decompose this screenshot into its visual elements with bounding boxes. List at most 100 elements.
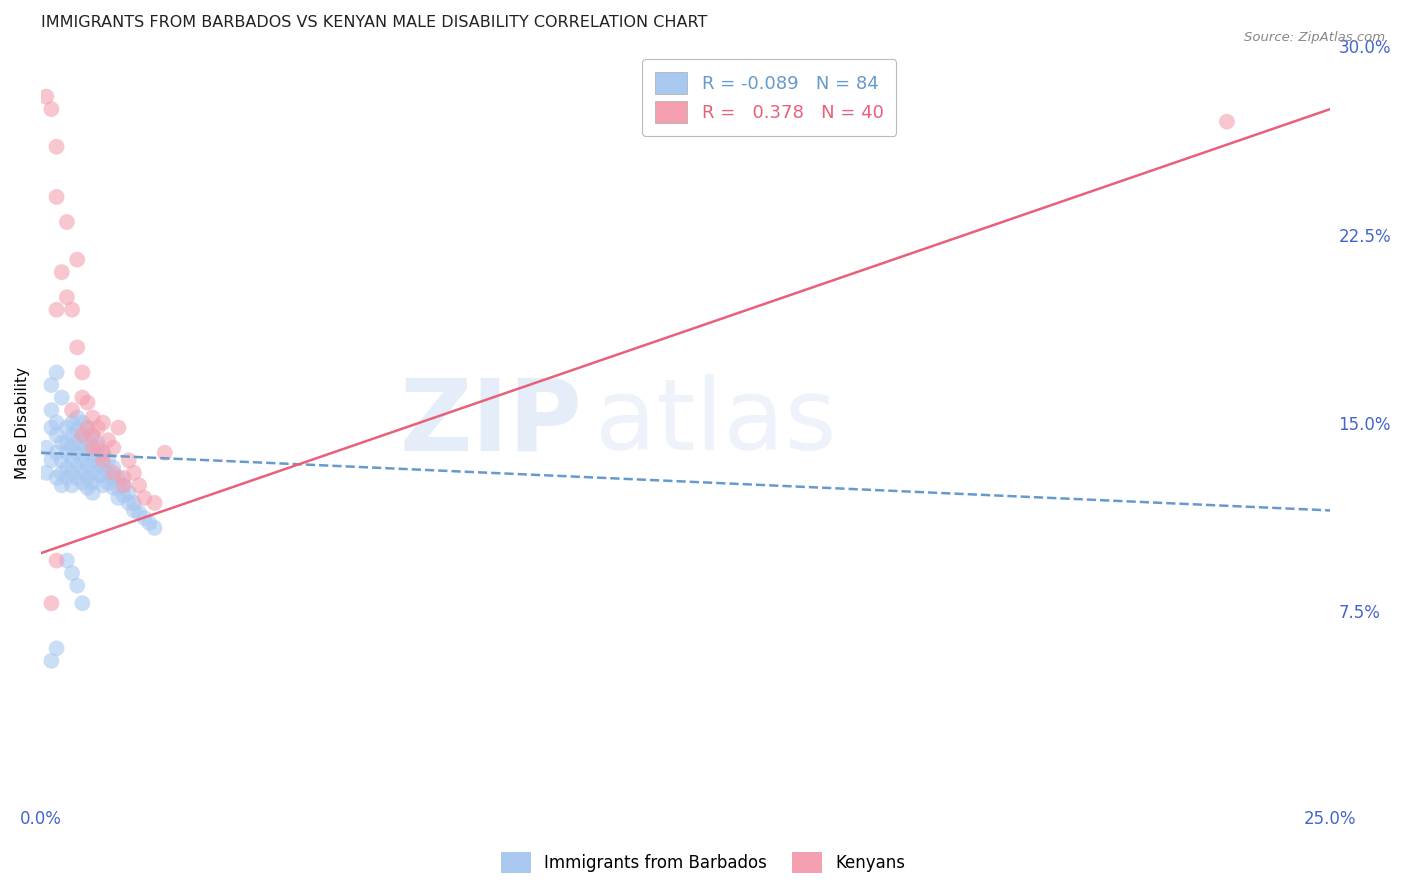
Point: [72, 475, 94, 490]
Point: [82, 466, 104, 480]
Point: [91, 453, 114, 467]
Point: [82, 441, 104, 455]
Point: [45, 190, 67, 204]
Text: atlas: atlas: [595, 374, 837, 471]
Point: [41, 403, 63, 417]
Point: [82, 475, 104, 490]
Point: [41, 453, 63, 467]
Point: [1216, 114, 1239, 128]
Point: [82, 428, 104, 442]
Point: [91, 478, 114, 492]
Point: [41, 654, 63, 668]
Point: [87, 458, 110, 473]
Legend: Immigrants from Barbados, Kenyans: Immigrants from Barbados, Kenyans: [494, 846, 912, 880]
Point: [87, 468, 110, 483]
Point: [45, 446, 67, 460]
Point: [60, 453, 83, 467]
Point: [112, 471, 135, 485]
Point: [51, 453, 73, 467]
Point: [45, 366, 67, 380]
Point: [118, 496, 141, 510]
Point: [72, 366, 94, 380]
Point: [143, 521, 166, 535]
Point: [72, 596, 94, 610]
Point: [56, 446, 79, 460]
Point: [56, 215, 79, 229]
Point: [66, 458, 89, 473]
Point: [72, 441, 94, 455]
Point: [51, 435, 73, 450]
Text: Source: ZipAtlas.com: Source: ZipAtlas.com: [1244, 31, 1385, 45]
Point: [122, 466, 145, 480]
Point: [82, 486, 104, 500]
Point: [76, 395, 98, 409]
Point: [45, 553, 67, 567]
Point: [51, 478, 73, 492]
Point: [60, 478, 83, 492]
Point: [72, 428, 94, 442]
Point: [87, 420, 110, 434]
Point: [107, 420, 129, 434]
Point: [76, 481, 98, 495]
Legend: R = -0.089   N = 84, R =   0.378   N = 40: R = -0.089 N = 84, R = 0.378 N = 40: [643, 59, 897, 136]
Point: [56, 471, 79, 485]
Point: [97, 466, 120, 480]
Point: [112, 478, 135, 492]
Point: [112, 478, 135, 492]
Point: [56, 435, 79, 450]
Point: [60, 428, 83, 442]
Point: [138, 516, 160, 530]
Point: [66, 579, 89, 593]
Point: [87, 441, 110, 455]
Point: [76, 420, 98, 434]
Point: [56, 460, 79, 475]
Point: [91, 468, 114, 483]
Point: [91, 446, 114, 460]
Point: [134, 491, 156, 505]
Point: [87, 435, 110, 450]
Point: [60, 466, 83, 480]
Point: [97, 433, 120, 447]
Point: [41, 102, 63, 116]
Point: [91, 416, 114, 430]
Point: [41, 596, 63, 610]
Point: [97, 475, 120, 490]
Point: [76, 458, 98, 473]
Point: [45, 471, 67, 485]
Point: [45, 428, 67, 442]
Point: [56, 290, 79, 304]
Point: [66, 423, 89, 437]
Point: [56, 420, 79, 434]
Point: [107, 471, 129, 485]
Text: ZIP: ZIP: [399, 374, 582, 471]
Point: [97, 453, 120, 467]
Y-axis label: Male Disability: Male Disability: [15, 367, 30, 479]
Point: [91, 446, 114, 460]
Point: [45, 302, 67, 317]
Point: [66, 410, 89, 425]
Point: [60, 566, 83, 581]
Point: [76, 446, 98, 460]
Point: [122, 496, 145, 510]
Point: [103, 441, 125, 455]
Point: [103, 481, 125, 495]
Point: [122, 503, 145, 517]
Point: [107, 481, 129, 495]
Point: [66, 252, 89, 267]
Point: [82, 453, 104, 467]
Point: [82, 428, 104, 442]
Point: [66, 435, 89, 450]
Point: [118, 453, 141, 467]
Point: [60, 441, 83, 455]
Point: [82, 410, 104, 425]
Point: [51, 466, 73, 480]
Point: [103, 466, 125, 480]
Point: [35, 89, 58, 103]
Point: [56, 553, 79, 567]
Point: [72, 466, 94, 480]
Point: [76, 471, 98, 485]
Point: [82, 441, 104, 455]
Point: [66, 471, 89, 485]
Point: [76, 433, 98, 447]
Point: [72, 453, 94, 467]
